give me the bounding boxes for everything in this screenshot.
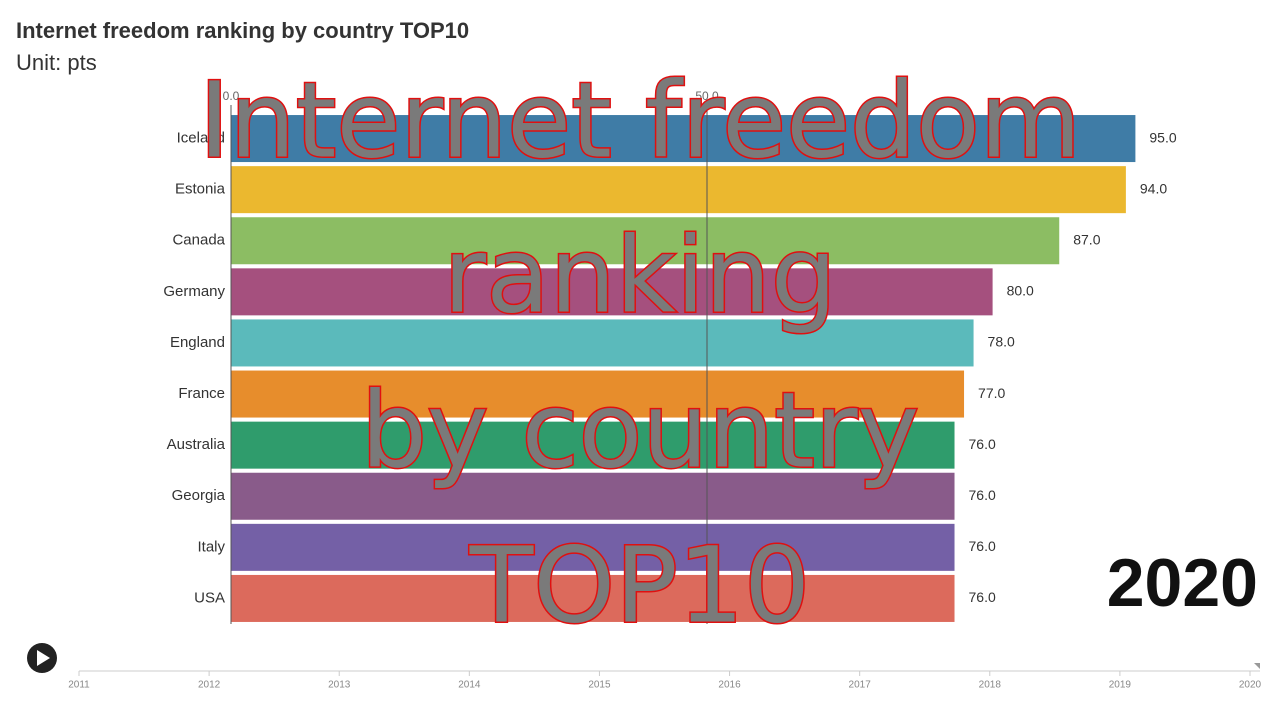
year-label: 2020 [1107, 545, 1258, 621]
category-label: Iceland [177, 130, 225, 147]
chart-title: Internet freedom ranking by country TOP1… [16, 18, 469, 43]
value-label: 78.0 [988, 334, 1015, 350]
timeline-label: 2020 [1239, 680, 1262, 691]
bar [231, 370, 965, 418]
timeline-label: 2014 [458, 680, 481, 691]
category-label: France [178, 385, 225, 402]
x-tick-label: 0.0 [223, 89, 240, 103]
timeline-label: 2012 [198, 680, 221, 691]
value-label: 76.0 [969, 538, 996, 554]
value-label: 76.0 [969, 436, 996, 452]
value-label: 80.0 [1007, 283, 1034, 299]
overlay-text: ranking [443, 214, 836, 336]
category-label: Estonia [175, 181, 226, 198]
bar [231, 166, 1126, 214]
timeline-handle [1254, 663, 1260, 669]
category-label: Australia [167, 436, 226, 453]
bar [231, 523, 955, 571]
timeline-label: 2016 [718, 680, 741, 691]
bar [231, 217, 1060, 265]
overlay-text: by country [361, 369, 919, 491]
timeline-label: 2018 [979, 680, 1002, 691]
timeline-label: 2019 [1109, 680, 1132, 691]
category-label: Italy [197, 538, 225, 555]
overlay-text: TOP10 [469, 524, 810, 646]
bar [231, 574, 955, 622]
timeline-label: 2011 [68, 680, 90, 691]
bar [231, 472, 955, 520]
play-icon [37, 650, 50, 666]
category-label: Germany [163, 283, 225, 300]
timeline-label: 2013 [328, 680, 351, 691]
timeline-label: 2015 [588, 680, 611, 691]
value-label: 94.0 [1140, 180, 1167, 196]
timeline-label: 2017 [849, 680, 872, 691]
category-label: Canada [172, 232, 225, 249]
bar [231, 268, 993, 316]
value-label: 95.0 [1149, 129, 1176, 145]
category-label: England [170, 334, 225, 351]
value-label: 87.0 [1073, 231, 1100, 247]
category-label: USA [194, 589, 225, 606]
value-label: 76.0 [969, 487, 996, 503]
overlay-text: Internet freedom [199, 59, 1081, 181]
value-label: 76.0 [969, 589, 996, 605]
bar [231, 115, 1136, 163]
bar [231, 319, 974, 367]
value-label: 77.0 [978, 385, 1005, 401]
x-tick-label: 50.0 [695, 89, 719, 103]
category-label: Georgia [172, 487, 226, 504]
chart-subtitle: Unit: pts [16, 50, 97, 75]
bar [231, 421, 955, 469]
